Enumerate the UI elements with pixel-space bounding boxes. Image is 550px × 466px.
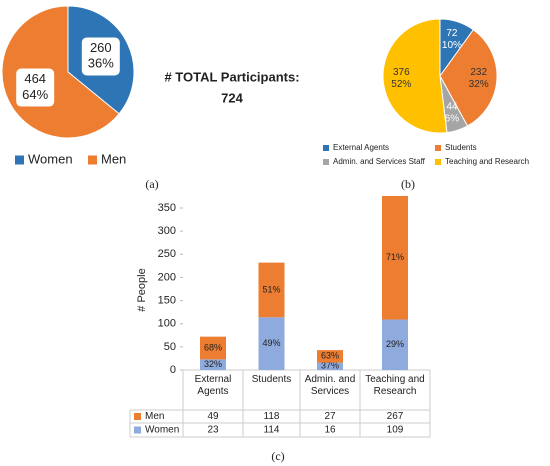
legend-swatch [88, 155, 97, 165]
caption: (b) [401, 177, 415, 191]
segment-label: 37% [321, 361, 339, 371]
segment-label: 51% [262, 284, 280, 294]
table-value: 27 [324, 411, 336, 422]
slice-percent: 36% [88, 56, 114, 71]
legend-label: Men [101, 151, 126, 166]
table-value: 118 [264, 411, 280, 422]
slice-percent: 52% [391, 79, 411, 90]
segment-label: 29% [386, 339, 404, 349]
label-box [16, 68, 55, 107]
slice-value: 376 [393, 67, 410, 78]
legend-swatch [15, 155, 24, 165]
y-tick-label: 350 [158, 202, 176, 214]
legend-label: Men [145, 411, 164, 422]
label-box [81, 37, 120, 76]
x-tick-label: Students [251, 374, 292, 385]
legend-swatch [435, 159, 441, 165]
legend-label: Teaching and Research [445, 157, 529, 166]
y-tick-label: 200 [158, 271, 176, 283]
segment-label: 71% [386, 252, 404, 262]
total: 724 [221, 90, 243, 105]
slice-value: 72 [446, 28, 458, 39]
legend-swatch [323, 145, 329, 151]
y-tick-label: 150 [158, 294, 176, 306]
slice-percent: 10% [442, 40, 462, 51]
bar-segment [258, 262, 285, 318]
bar-segment [317, 362, 343, 370]
legend-swatch [435, 145, 441, 151]
caption: (c) [271, 449, 284, 463]
slice-percent: 32% [469, 79, 489, 90]
annotation: # TOTAL Participants: [164, 69, 299, 84]
bar-segment [317, 350, 343, 363]
y-tick-label: 100 [158, 318, 176, 330]
segment-label: 63% [321, 351, 339, 361]
bar-segment [258, 317, 285, 370]
legend-label: Students [445, 143, 477, 152]
bar-segment [200, 359, 226, 370]
table-value: 114 [264, 425, 280, 436]
y-axis-label: # People [136, 268, 148, 311]
segment-label: 32% [204, 359, 222, 369]
pie-slice [382, 18, 448, 134]
slice-value: 44 [446, 102, 458, 113]
table-value: 49 [207, 411, 219, 422]
y-tick-label: 0 [170, 364, 176, 376]
legend-label: Admin. and Services Staff [333, 157, 426, 166]
y-tick-label: 250 [158, 248, 176, 260]
legend-swatch [323, 159, 329, 165]
slice-percent: 64% [22, 87, 48, 102]
slice-value: 232 [470, 67, 487, 78]
legend-label: External Agents [333, 143, 389, 152]
table-value: 109 [387, 425, 404, 436]
x-tick-label: External Agents [194, 374, 232, 397]
pie-slice [439, 29, 498, 127]
legend-label: Women [145, 425, 179, 436]
slice-value: 260 [90, 40, 112, 55]
bar-segment [200, 336, 226, 360]
x-tick-label: Teaching and Research [365, 374, 425, 397]
y-tick-label: 300 [158, 225, 176, 237]
segment-label: 49% [262, 338, 280, 348]
segment-label: 68% [204, 342, 222, 352]
legend-swatch [134, 426, 141, 434]
x-tick-label: Admin. and Services [304, 374, 356, 397]
legend-swatch [134, 413, 141, 420]
table-value: 267 [387, 411, 404, 422]
y-tick-label: 50 [164, 341, 176, 353]
bar-segment [382, 319, 408, 370]
bar-segment [382, 195, 408, 320]
legend-label: Women [28, 151, 73, 166]
table-value: 16 [324, 425, 336, 436]
slice-value: 464 [24, 71, 46, 86]
caption: (a) [145, 177, 158, 191]
slice-percent: 6% [445, 114, 460, 125]
table-value: 23 [207, 425, 219, 436]
